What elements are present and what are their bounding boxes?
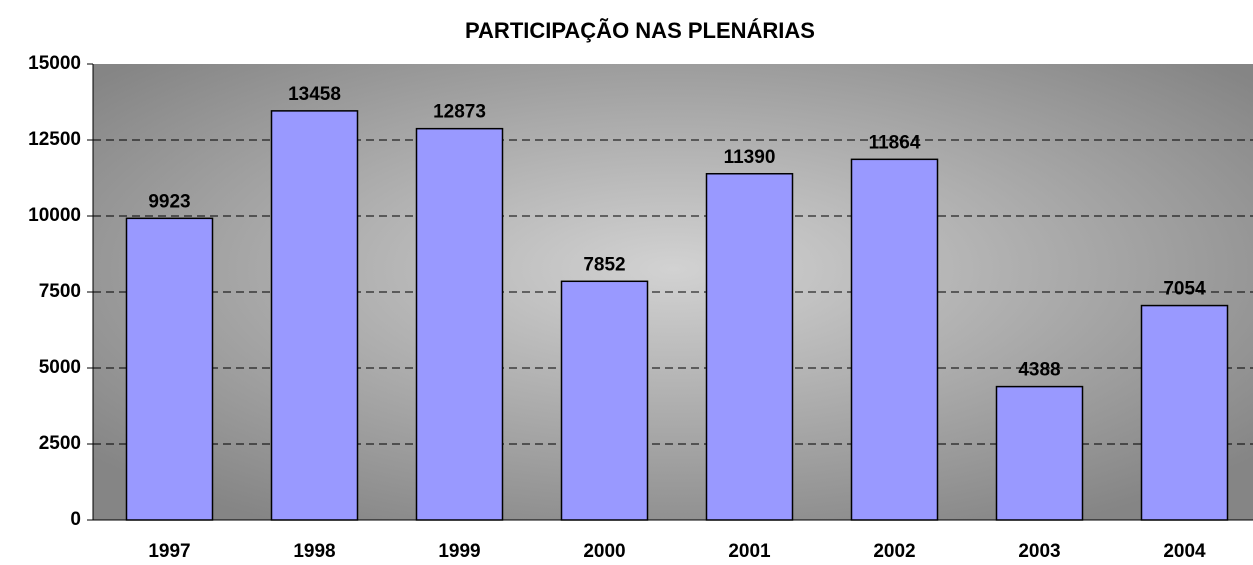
bar — [1140, 304, 1229, 521]
data-label: 11864 — [869, 132, 921, 153]
x-tick-label: 2003 — [1018, 541, 1060, 562]
data-label: 4388 — [1018, 360, 1060, 381]
x-tick-label: 1999 — [438, 541, 480, 562]
chart-title: PARTICIPAÇÃO NAS PLENÁRIAS — [465, 18, 815, 43]
x-tick-label: 1997 — [148, 541, 190, 562]
bar — [270, 110, 359, 521]
x-tick-label: 2000 — [583, 541, 625, 562]
y-tick-label: 5000 — [39, 357, 81, 378]
data-label: 7852 — [583, 254, 625, 275]
x-tick-label: 2002 — [873, 541, 915, 562]
data-label: 12873 — [433, 102, 486, 123]
y-tick-label: 2500 — [39, 433, 81, 454]
bar — [125, 217, 214, 521]
bar — [415, 127, 504, 521]
bar — [995, 385, 1084, 521]
data-label: 11390 — [724, 147, 776, 168]
y-tick-label: 10000 — [28, 205, 81, 226]
data-label: 7054 — [1163, 279, 1206, 300]
data-label: 9923 — [148, 191, 190, 212]
x-tick-label: 2001 — [728, 541, 771, 562]
bar — [850, 158, 939, 521]
x-tick-label: 1998 — [293, 541, 335, 562]
data-label: 13458 — [288, 84, 341, 105]
x-tick-label: 2004 — [1163, 541, 1206, 562]
y-tick-label: 12500 — [28, 129, 81, 150]
y-tick-label: 15000 — [28, 53, 81, 74]
y-tick-label: 0 — [70, 509, 81, 530]
bar — [560, 280, 649, 521]
y-tick-label: 7500 — [39, 281, 81, 302]
bar — [705, 172, 794, 521]
